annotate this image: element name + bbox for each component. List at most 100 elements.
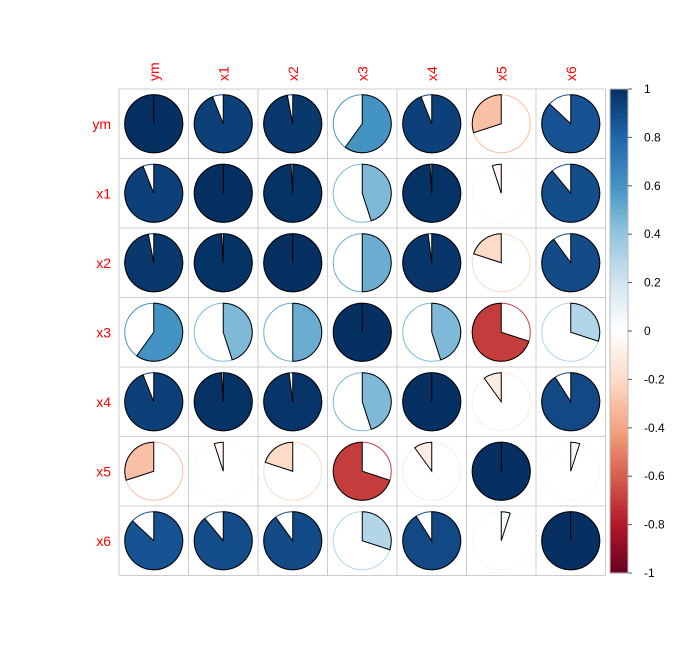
pie-wedge (541, 94, 601, 154)
pie-wedge (361, 163, 392, 222)
colorbar-segment (610, 558, 628, 564)
pie-x3-x2 (263, 302, 323, 362)
colorbar-segment (610, 151, 628, 158)
pie-wedge (402, 511, 462, 571)
colorbar-segment (610, 185, 628, 192)
pie-wedge (541, 372, 601, 432)
colorbar-segment (610, 534, 628, 540)
pie-ym-x1 (193, 94, 253, 154)
colorbar-segment (610, 408, 628, 414)
colorbar-segment (610, 350, 628, 356)
pie-x5-x2 (263, 441, 323, 501)
colorbar-segment (610, 171, 628, 177)
pie-x3-x3 (332, 302, 392, 362)
pie-wedge (263, 163, 323, 223)
pie-x3-x4 (402, 302, 462, 362)
row-label-x3: x3 (96, 324, 111, 340)
pie-wedge (292, 302, 323, 362)
colorbar-segment (610, 369, 628, 376)
colorbar-segment (610, 485, 628, 492)
pie-wedge (263, 94, 323, 154)
pie-wedge (344, 94, 392, 154)
colorbar-tick-label: -0.4 (644, 421, 665, 435)
label-layer: ym x1 x2 x3 x4 x5 x6 ym x1 x2 x3 x4 x5 x6 (92, 62, 578, 548)
pie-wedge (264, 441, 294, 472)
pie-x1-ym (124, 163, 184, 223)
pie-x5-ym (124, 441, 184, 501)
colorbar-segment (610, 510, 628, 516)
colorbar-segment (610, 195, 628, 201)
pie-wedge (193, 94, 253, 154)
colorbar-segment (610, 272, 628, 279)
pie-wedge (471, 302, 530, 362)
pie-wedge (483, 372, 502, 404)
col-label-ym: ym (146, 62, 162, 81)
colorbar-segment (610, 413, 628, 419)
pie-wedge (402, 94, 462, 154)
colorbar-segment (610, 539, 628, 545)
colorbar-segment (610, 447, 628, 453)
pie-x1-x5 (471, 163, 531, 223)
pie-wedge (500, 511, 511, 541)
colorbar-segment (610, 427, 628, 434)
colorbar-segment (610, 403, 628, 410)
colorbar-segment (610, 374, 628, 380)
pie-x6-x5 (471, 511, 531, 571)
colorbar-segment (610, 364, 628, 371)
colorbar-segment (610, 437, 628, 443)
pie-wedge (471, 94, 502, 134)
colorbar-segment (610, 335, 628, 342)
colorbar-segment (610, 514, 628, 521)
pie-x1-x6 (541, 163, 601, 223)
colorbar-segment (610, 268, 628, 274)
pie-x5-x6 (541, 441, 601, 501)
colorbar-segment (610, 205, 628, 211)
pie-wedge (222, 302, 253, 361)
pie-x2-x4 (402, 233, 462, 293)
colorbar-segment (610, 432, 628, 439)
colorbar-segment (610, 568, 628, 574)
colorbar-segment (610, 253, 628, 259)
colorbar-segment (610, 398, 628, 405)
pie-ym-x6 (541, 94, 601, 154)
pie-wedge (124, 511, 184, 571)
pie-wedge (431, 302, 462, 361)
colorbar-tick-label: 0.4 (644, 227, 661, 241)
colorbar-segment (610, 248, 628, 255)
colorbar-segment (610, 360, 628, 366)
pie-wedge (263, 372, 323, 432)
colorbar-tick-label: -0.8 (644, 518, 665, 532)
colorbar-segment (610, 137, 628, 143)
colorbar-segment (610, 200, 628, 206)
colorbar-segment (610, 548, 628, 555)
colorbar-segment (610, 466, 628, 472)
row-label-x5: x5 (96, 463, 111, 479)
colorbar-tick-label: 1 (644, 82, 651, 96)
colorbar-tick-label: -0.2 (644, 372, 665, 386)
colorbar-segment (610, 442, 628, 448)
colorbar-segment (610, 239, 628, 245)
colorbar-segment (610, 282, 628, 289)
col-label-x5: x5 (493, 66, 509, 81)
colorbar-tick-label: 0.6 (644, 179, 661, 193)
pie-layer (124, 94, 601, 571)
colorbar-segment (610, 89, 628, 95)
pie-wedge (402, 233, 462, 293)
row-label-x2: x2 (96, 255, 111, 271)
pie-wedge (263, 511, 323, 571)
col-label-x1: x1 (215, 66, 231, 81)
colorbar-segment (610, 166, 628, 172)
colorbar-segment (610, 224, 628, 230)
pie-x2-x3 (332, 233, 392, 293)
colorbar-segment (610, 229, 628, 235)
pie-wedge (414, 441, 433, 473)
colorbar-segment (610, 292, 628, 298)
colorbar-segment (610, 311, 628, 318)
colorbar-segment (610, 122, 628, 129)
colorbar-segment (610, 500, 628, 506)
pie-wedge (570, 302, 601, 342)
col-label-x3: x3 (354, 66, 370, 81)
row-label-x4: x4 (96, 394, 111, 410)
pie-x6-x4 (402, 511, 462, 571)
colorbar-segment (610, 142, 628, 148)
